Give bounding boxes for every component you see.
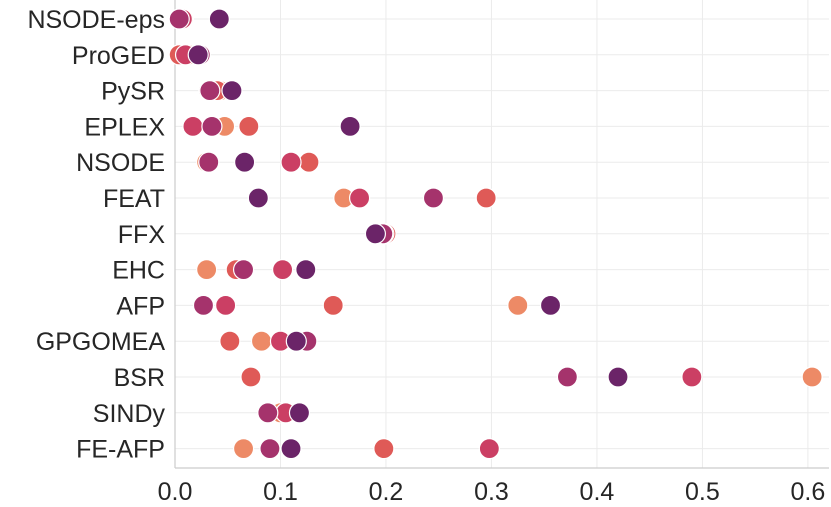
y-tick-label: PySR — [101, 78, 165, 106]
x-tick-labels: 0.0 0.1 0.2 0.3 0.4 0.5 0.6 — [158, 478, 826, 506]
y-tick-label: ProGED — [72, 42, 165, 70]
data-point — [339, 115, 361, 138]
data-point — [259, 438, 281, 460]
data-point — [234, 151, 256, 173]
y-tick-label: BSR — [114, 364, 165, 392]
data-point — [208, 8, 230, 30]
data-point — [250, 330, 273, 352]
y-tick-label: EHC — [112, 257, 165, 285]
data-points — [168, 8, 823, 460]
data-point — [257, 402, 279, 424]
x-tick-label: 0.6 — [791, 478, 826, 506]
data-point — [221, 79, 243, 102]
data-point — [238, 115, 260, 138]
y-tick-label: AFP — [116, 292, 165, 320]
data-point — [422, 187, 445, 209]
data-point — [322, 294, 344, 316]
data-point — [219, 330, 241, 352]
data-point — [182, 115, 204, 138]
data-point — [348, 187, 371, 209]
data-point — [199, 79, 221, 102]
data-point — [201, 115, 223, 138]
y-tick-label: NSODE — [76, 149, 165, 177]
data-point — [240, 366, 262, 388]
data-point — [607, 366, 629, 388]
axes — [174, 0, 829, 469]
y-tick-label: EPLEX — [84, 113, 165, 141]
data-point — [288, 402, 311, 424]
data-point — [196, 259, 218, 281]
y-tick-label: NSODE-eps — [27, 6, 165, 34]
data-point — [556, 366, 579, 388]
data-point — [364, 223, 387, 245]
data-point — [295, 259, 317, 281]
data-point — [271, 259, 294, 281]
data-point — [280, 438, 302, 460]
data-point — [475, 187, 497, 209]
data-point — [801, 366, 823, 388]
data-point — [247, 187, 269, 209]
data-point — [215, 294, 237, 316]
x-tick-label: 0.1 — [263, 478, 298, 506]
data-point — [280, 151, 302, 173]
data-point — [168, 8, 190, 30]
y-tick-label: FE-AFP — [76, 436, 165, 464]
data-point — [232, 259, 255, 281]
x-tick-label: 0.5 — [685, 478, 720, 506]
x-tick-label: 0.3 — [474, 478, 509, 506]
data-point — [285, 330, 307, 352]
y-tick-label: SINDy — [93, 400, 166, 428]
data-point — [507, 294, 529, 316]
x-tick-label: 0.0 — [158, 478, 193, 506]
data-point — [187, 44, 209, 66]
data-point — [192, 294, 215, 316]
data-point — [478, 438, 500, 460]
grid — [174, 0, 829, 468]
y-tick-label: FEAT — [103, 185, 165, 213]
x-tick-label: 0.2 — [369, 478, 404, 506]
y-tick-label: FFX — [118, 221, 166, 249]
x-tick-label: 0.4 — [580, 478, 615, 506]
data-point — [298, 151, 320, 173]
data-point — [681, 366, 703, 388]
data-point — [539, 294, 562, 316]
y-tick-labels: NSODE-eps ProGED PySR EPLEX NSODE FEAT FFX EHC A… — [27, 6, 165, 464]
data-point — [373, 438, 395, 460]
data-point — [232, 438, 255, 460]
y-tick-label: GPGOMEA — [36, 328, 166, 356]
data-point — [198, 151, 220, 173]
